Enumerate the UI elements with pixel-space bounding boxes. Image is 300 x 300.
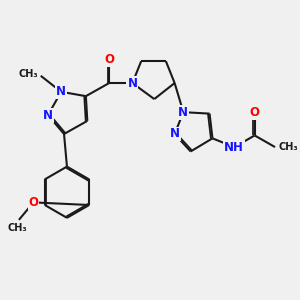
Text: N: N [128,76,137,90]
Text: CH₃: CH₃ [8,223,27,233]
Text: CH₃: CH₃ [19,69,38,79]
Text: CH₃: CH₃ [278,142,298,152]
Text: N: N [178,106,188,119]
Text: NH: NH [224,141,244,154]
Text: O: O [104,53,114,66]
Text: N: N [43,109,53,122]
Text: N: N [169,128,180,140]
Text: O: O [250,106,260,119]
Text: N: N [56,85,66,98]
Text: O: O [28,196,38,209]
